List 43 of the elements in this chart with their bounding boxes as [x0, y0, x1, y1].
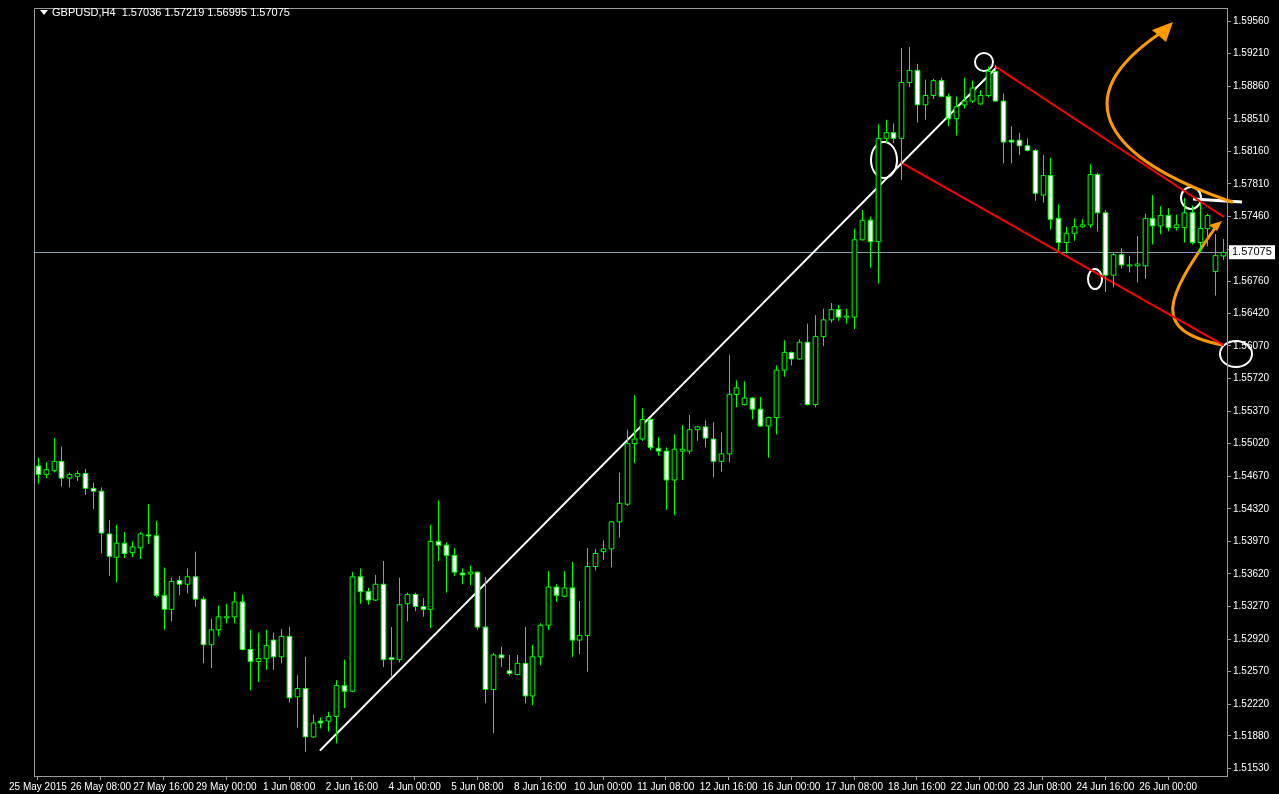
- y-tick-label: 1.55370: [1233, 404, 1270, 416]
- x-tick-label: 17 Jun 08:00: [825, 780, 884, 792]
- y-tick-label: 1.52220: [1233, 698, 1270, 710]
- y-tick-label: 1.53620: [1233, 567, 1270, 579]
- x-tick-label: 11 Jun 08:00: [637, 780, 695, 792]
- x-tick-label: 5 Jun 08:00: [451, 780, 505, 792]
- x-tick-label: 26 Jun 00:00: [1139, 780, 1198, 792]
- x-tick-label: 4 Jun 00:00: [388, 780, 442, 792]
- x-tick-label: 23 Jun 08:00: [1013, 780, 1072, 792]
- y-tick-label: 1.57810: [1233, 177, 1270, 189]
- x-tick-label: 24 Jun 16:00: [1076, 780, 1135, 792]
- y-tick-label: 1.52570: [1233, 665, 1270, 677]
- x-tick-label: 27 May 16:00: [133, 780, 195, 792]
- x-tick-label: 12 Jun 16:00: [699, 780, 758, 792]
- y-tick-label: 1.59560: [1233, 14, 1270, 26]
- y-tick-label: 1.56420: [1233, 307, 1270, 319]
- ref-line-label: 1.57075: [1232, 245, 1272, 258]
- x-tick-label: 8 Jun 16:00: [514, 780, 567, 792]
- chart-title: GBPUSD,H4 1.57036 1.57219 1.56995 1.57075: [52, 6, 290, 18]
- y-tick-label: 1.54320: [1233, 502, 1270, 514]
- y-tick-label: 1.54670: [1233, 470, 1270, 481]
- x-tick-label: 16 Jun 00:00: [762, 780, 821, 792]
- y-tick-label: 1.57460: [1233, 210, 1270, 222]
- y-tick-label: 1.53970: [1233, 535, 1270, 547]
- y-tick-label: 1.55020: [1233, 437, 1270, 449]
- x-tick-label: 18 Jun 16:00: [888, 780, 947, 792]
- y-tick-label: 1.59210: [1233, 47, 1270, 59]
- x-tick-label: 10 Jun 00:00: [574, 780, 633, 792]
- x-tick-label: 29 May 00:00: [195, 780, 258, 792]
- x-tick-label: 22 Jun 00:00: [950, 780, 1010, 792]
- x-tick-label: 2 Jun 16:00: [325, 780, 379, 792]
- x-tick-label: 26 May 08:00: [70, 780, 132, 792]
- y-tick-label: 1.55720: [1233, 372, 1270, 384]
- y-tick-label: 1.56760: [1233, 275, 1270, 287]
- y-tick-label: 1.51880: [1233, 729, 1270, 741]
- y-tick-label: 1.58160: [1233, 145, 1270, 157]
- y-tick-label: 1.58860: [1233, 79, 1270, 91]
- y-tick-label: 1.52920: [1233, 632, 1270, 644]
- y-tick-label: 1.58510: [1233, 112, 1270, 124]
- x-tick-label: 1 Jun 08:00: [262, 780, 316, 792]
- y-tick-label: 1.51530: [1233, 762, 1270, 774]
- y-tick-label: 1.53270: [1233, 600, 1270, 612]
- x-tick-label: 25 May 2015: [9, 780, 68, 792]
